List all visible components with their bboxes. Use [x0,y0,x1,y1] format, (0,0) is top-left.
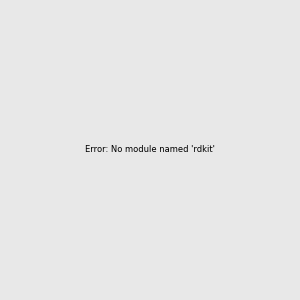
Text: Error: No module named 'rdkit': Error: No module named 'rdkit' [85,146,215,154]
